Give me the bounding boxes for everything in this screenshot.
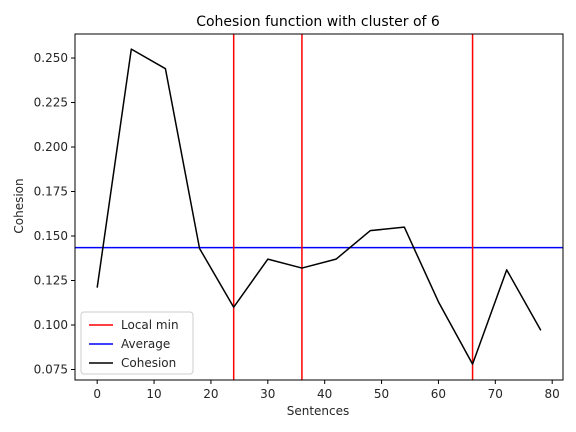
legend: Local min Average Cohesion <box>80 311 194 375</box>
y-tick-label: 0.250 <box>34 51 68 65</box>
y-tick-label: 0.175 <box>34 185 68 199</box>
plot-frame <box>74 33 564 381</box>
x-tick-label: 30 <box>260 387 275 401</box>
x-tick-label: 10 <box>146 387 161 401</box>
y-axis: 0.075 0.100 0.125 0.150 0.175 0.200 0.225 0.250 <box>34 51 75 376</box>
cohesion-series-line <box>96 48 542 365</box>
chart-title: Cohesion function with cluster of 6 <box>196 14 440 30</box>
x-tick-label: 70 <box>488 387 503 401</box>
legend-label: Average <box>121 337 170 351</box>
y-tick-label: 0.200 <box>34 140 68 154</box>
x-axis: 0 10 20 30 40 50 60 70 80 <box>93 380 560 401</box>
y-tick-label: 0.100 <box>34 318 68 332</box>
x-tick-label: 80 <box>545 387 560 401</box>
legend-label: Local min <box>121 318 179 332</box>
x-tick-label: 50 <box>374 387 389 401</box>
x-tick-label: 40 <box>317 387 332 401</box>
x-axis-label: Sentences <box>287 404 350 418</box>
x-tick-label: 20 <box>203 387 218 401</box>
y-tick-label: 0.150 <box>34 229 68 243</box>
x-tick-label: 0 <box>93 387 101 401</box>
y-tick-label: 0.125 <box>34 274 68 288</box>
legend-box <box>80 311 194 375</box>
x-tick-label: 60 <box>431 387 446 401</box>
y-tick-label: 0.225 <box>34 96 68 110</box>
y-axis-label: Cohesion <box>12 178 26 233</box>
y-tick-label: 0.075 <box>34 362 68 376</box>
legend-label: Cohesion <box>121 356 176 370</box>
